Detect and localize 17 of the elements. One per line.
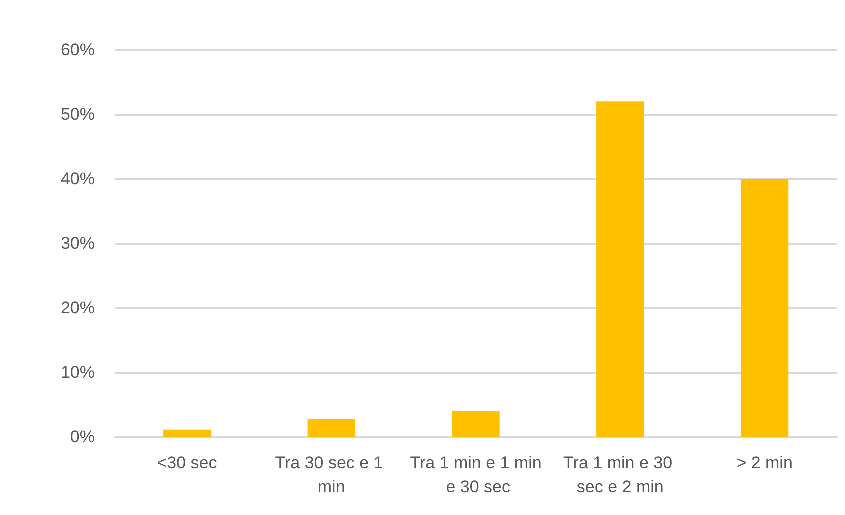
y-tick-label: 20% (60, 298, 95, 318)
bar (452, 411, 500, 437)
x-tick-label: <30 sec (157, 454, 218, 472)
bar (163, 430, 212, 437)
x-tick-label: > 2 min (736, 454, 793, 472)
x-tick-label: Tra 30 sec e 1 min (275, 454, 388, 496)
x-tick-label: Tra 1 min e 30 sec e 2 min (564, 454, 678, 496)
bar (308, 418, 356, 437)
x-tick-label: Tra 1 min e 1 min e 30 sec (410, 454, 542, 496)
y-tick-label: 40% (60, 170, 95, 188)
y-tick-label: 10% (60, 363, 95, 382)
bar (596, 102, 644, 437)
y-tick-label: 0% (70, 428, 95, 446)
bar (740, 179, 789, 437)
y-tick-label: 50% (60, 105, 95, 124)
y-tick-label: 30% (60, 234, 95, 253)
y-tick-label: 60% (60, 40, 95, 60)
